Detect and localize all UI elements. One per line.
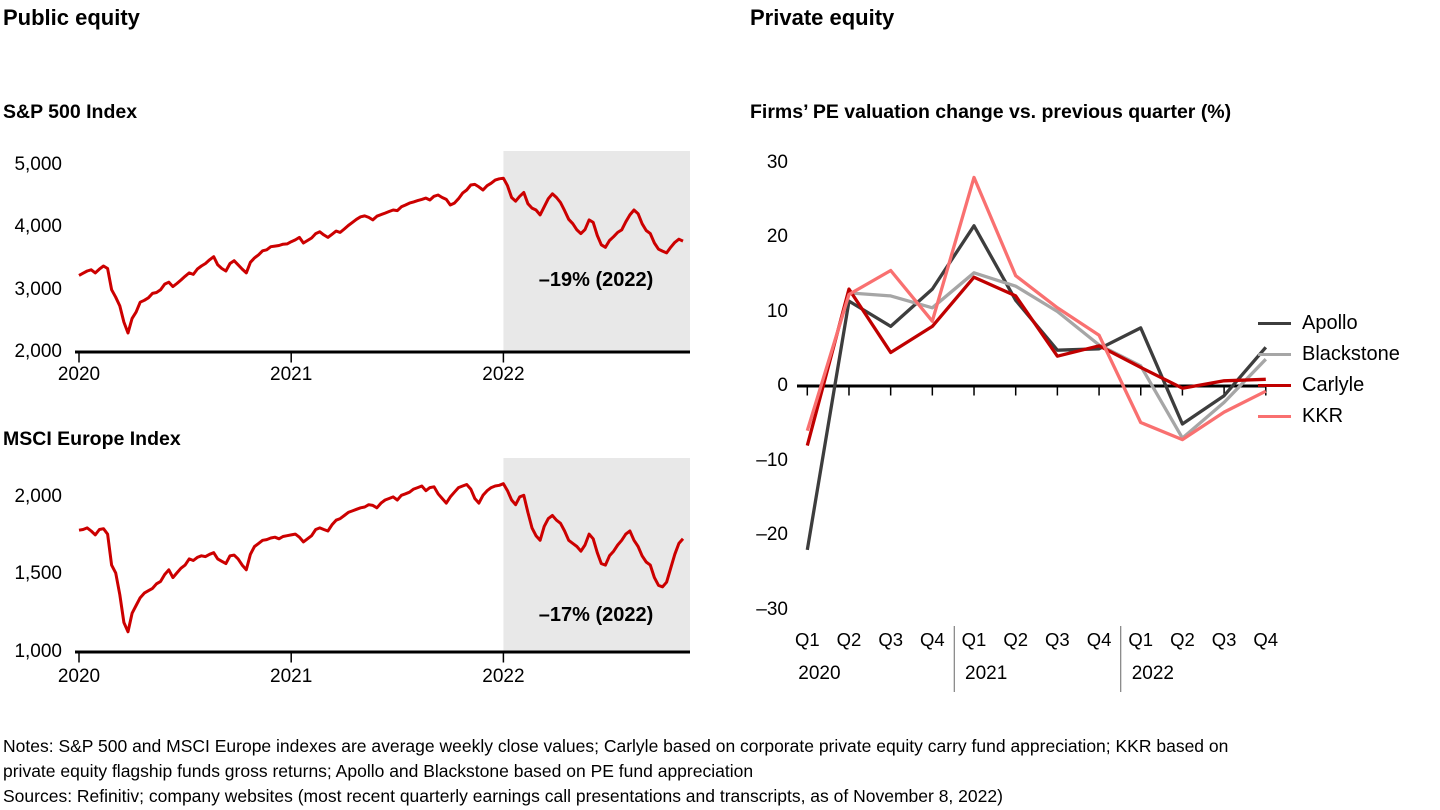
y-tick-label: 0 [777,375,788,396]
quarter-tick-label: Q4 [1253,629,1279,650]
annotation-msci-change: –17% (2022) [538,604,654,626]
year-label: 2020 [798,663,841,684]
quarter-tick-label: Q1 [794,629,820,650]
year-label: 2021 [965,663,1008,684]
legend-item-blackstone: Blackstone [1258,339,1400,370]
pe-chart [797,175,1268,692]
legend-item-apollo: Apollo [1258,308,1400,339]
legend-label: Apollo [1302,312,1358,334]
x-tick-label: 2022 [482,364,525,385]
annotation-sp500-change: –19% (2022) [538,269,654,291]
chart-title-msci: MSCI Europe Index [3,428,181,450]
legend-item-kkr: KKR [1258,401,1400,432]
legend-label: Blackstone [1302,343,1400,365]
msci-line [78,482,685,634]
x-tick-label: 2021 [270,364,313,385]
footer-notes-line1: Notes: S&P 500 and MSCI Europe indexes a… [3,736,1229,756]
legend-item-carlyle: Carlyle [1258,370,1400,401]
legend-swatch [1258,383,1291,388]
year-label: 2022 [1131,663,1175,684]
quarter-tick-label: Q3 [1211,629,1237,650]
y-tick-label: 2,000 [14,341,62,362]
series-line-carlyle [805,275,1266,447]
series-line-apollo [805,224,1268,551]
quarter-tick-label: Q2 [1003,629,1029,650]
y-tick-label: 4,000 [14,216,62,238]
x-tick-label: 2022 [482,666,525,687]
legend-swatch [1258,352,1291,357]
chart-title-sp500: S&P 500 Index [3,101,138,123]
quarter-tick-label: Q1 [961,629,987,650]
y-tick-label: –30 [756,598,788,620]
footer-notes-line2: private equity flagship funds gross retu… [3,761,754,781]
y-tick-label: 1,500 [14,563,62,585]
y-tick-label: 30 [766,151,788,173]
quarter-tick-label: Q3 [1045,629,1070,650]
legend-label: Carlyle [1302,374,1365,396]
sp500-chart [75,151,690,363]
legend-swatch [1258,321,1291,326]
y-tick-label: –10 [756,449,788,471]
quarter-tick-label: Q2 [1170,629,1195,650]
quarter-tick-label: Q1 [1128,629,1154,650]
series-line-kkr [805,175,1267,442]
x-tick-label: 2021 [270,666,313,687]
highlight-region [503,151,690,352]
pe-legend: Apollo Blackstone Carlyle KKR [1258,308,1400,432]
chart-title-pe-valuation: Firms’ PE valuation change vs. previous … [750,101,1232,123]
quarter-tick-label: Q3 [878,629,903,650]
footer-sources: Sources: Refinitiv; company websites (mo… [3,786,1003,806]
x-tick-label: 2020 [57,364,101,385]
y-tick-label: –20 [756,524,788,545]
y-tick-label: 1,000 [14,641,62,662]
y-tick-label: 3,000 [14,278,62,300]
legend-label: KKR [1302,405,1344,427]
sp500-line [78,176,684,335]
x-tick-label: 2020 [57,666,101,687]
legend-swatch [1258,414,1291,419]
quarter-tick-label: Q4 [1086,629,1112,650]
section-heading-private-equity: Private equity [750,5,895,30]
y-tick-label: 10 [766,300,788,322]
quarter-tick-label: Q4 [919,629,945,650]
y-tick-label: 5,000 [14,154,62,176]
section-heading-public-equity: Public equity [3,5,140,30]
msci-chart [75,458,690,663]
y-tick-label: 2,000 [14,485,62,507]
quarter-tick-label: Q2 [836,629,862,650]
y-tick-label: 20 [766,226,788,247]
